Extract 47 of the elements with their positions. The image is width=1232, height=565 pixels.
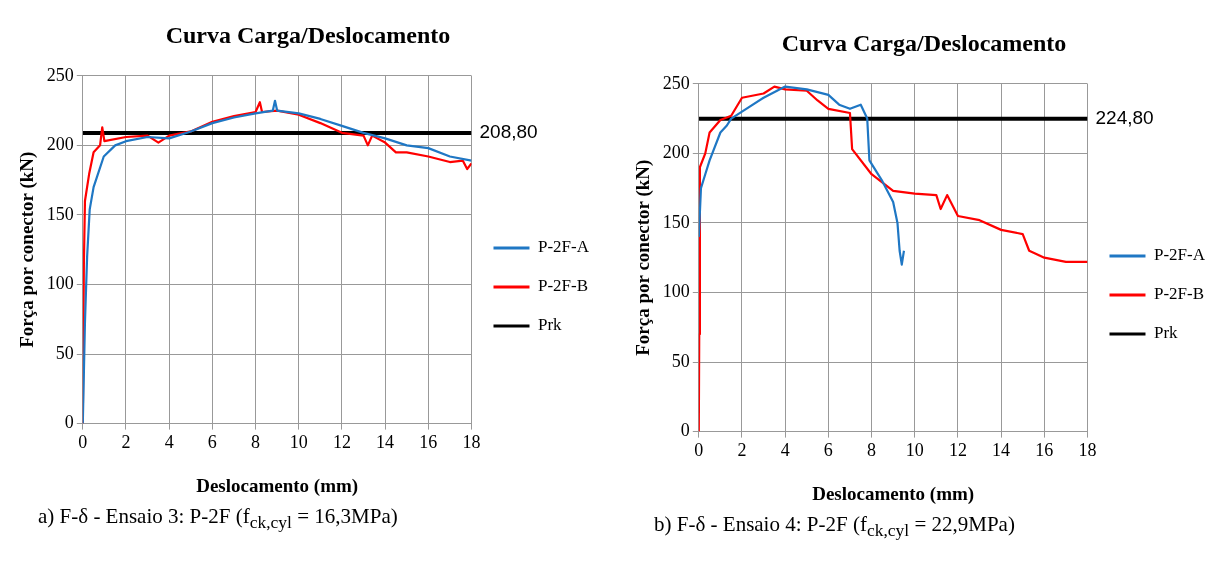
- y-axis-title: Força por conector (kN): [16, 151, 39, 348]
- x-tick-label: 6: [207, 432, 217, 453]
- x-tick-label: 18: [462, 432, 481, 453]
- x-axis-title: Deslocamento (mm): [812, 482, 975, 505]
- legend-label: P-2F-A: [537, 237, 590, 257]
- x-tick-label: 18: [1078, 440, 1097, 461]
- y-tick-label: 100: [662, 281, 690, 302]
- x-tick-label: 0: [78, 432, 88, 453]
- legend-label: Prk: [1153, 323, 1179, 343]
- y-tick-label: 0: [64, 412, 74, 433]
- x-tick-label: 10: [905, 440, 924, 461]
- y-tick-label: 250: [662, 72, 690, 93]
- x-tick-label: 4: [164, 432, 174, 453]
- annotation: 224,80: [1095, 107, 1154, 129]
- legend-label: P-2F-B: [1153, 284, 1205, 304]
- x-tick-label: 10: [289, 432, 308, 453]
- x-tick-label: 4: [780, 440, 790, 461]
- x-tick-label: 16: [1035, 440, 1054, 461]
- y-tick-label: 50: [671, 350, 690, 371]
- legend-label: P-2F-B: [537, 276, 589, 296]
- y-axis-title: Força por conector (kN): [632, 159, 655, 356]
- x-tick-label: 12: [332, 432, 351, 453]
- x-tick-label: 2: [737, 440, 747, 461]
- text: a) F-δ - Ensaio 3: P-2F (f$_{ck,cyl}$ = 16,3MPa): [37, 504, 398, 534]
- y-tick-label: 100: [46, 273, 74, 294]
- y-tick-label: 150: [662, 211, 690, 232]
- x-tick-label: 6: [823, 440, 833, 461]
- x-tick-label: 8: [251, 432, 261, 453]
- y-tick-label: 200: [662, 142, 690, 163]
- y-tick-label: 250: [46, 64, 74, 85]
- x-tick-label: 14: [992, 440, 1011, 461]
- x-tick-label: 12: [948, 440, 967, 461]
- legend-label: Prk: [537, 315, 563, 335]
- y-tick-label: 50: [55, 342, 74, 363]
- x-tick-label: 0: [694, 440, 704, 461]
- chart-title: Curva Carga/Deslocamento: [781, 30, 1067, 58]
- annotation: 208,80: [479, 121, 538, 143]
- x-tick-label: 16: [419, 432, 438, 453]
- x-tick-label: 14: [376, 432, 395, 453]
- y-tick-label: 150: [46, 203, 74, 224]
- x-tick-label: 2: [121, 432, 131, 453]
- x-axis-title: Deslocamento (mm): [196, 474, 359, 497]
- text: b) F-δ - Ensaio 4: P-2F (f$_{ck,cyl}$ = 22,9MPa): [653, 512, 1015, 542]
- legend-label: P-2F-A: [1153, 245, 1206, 265]
- x-tick-label: 8: [867, 440, 877, 461]
- chart-title: Curva Carga/Deslocamento: [165, 22, 451, 50]
- y-tick-label: 200: [46, 134, 74, 155]
